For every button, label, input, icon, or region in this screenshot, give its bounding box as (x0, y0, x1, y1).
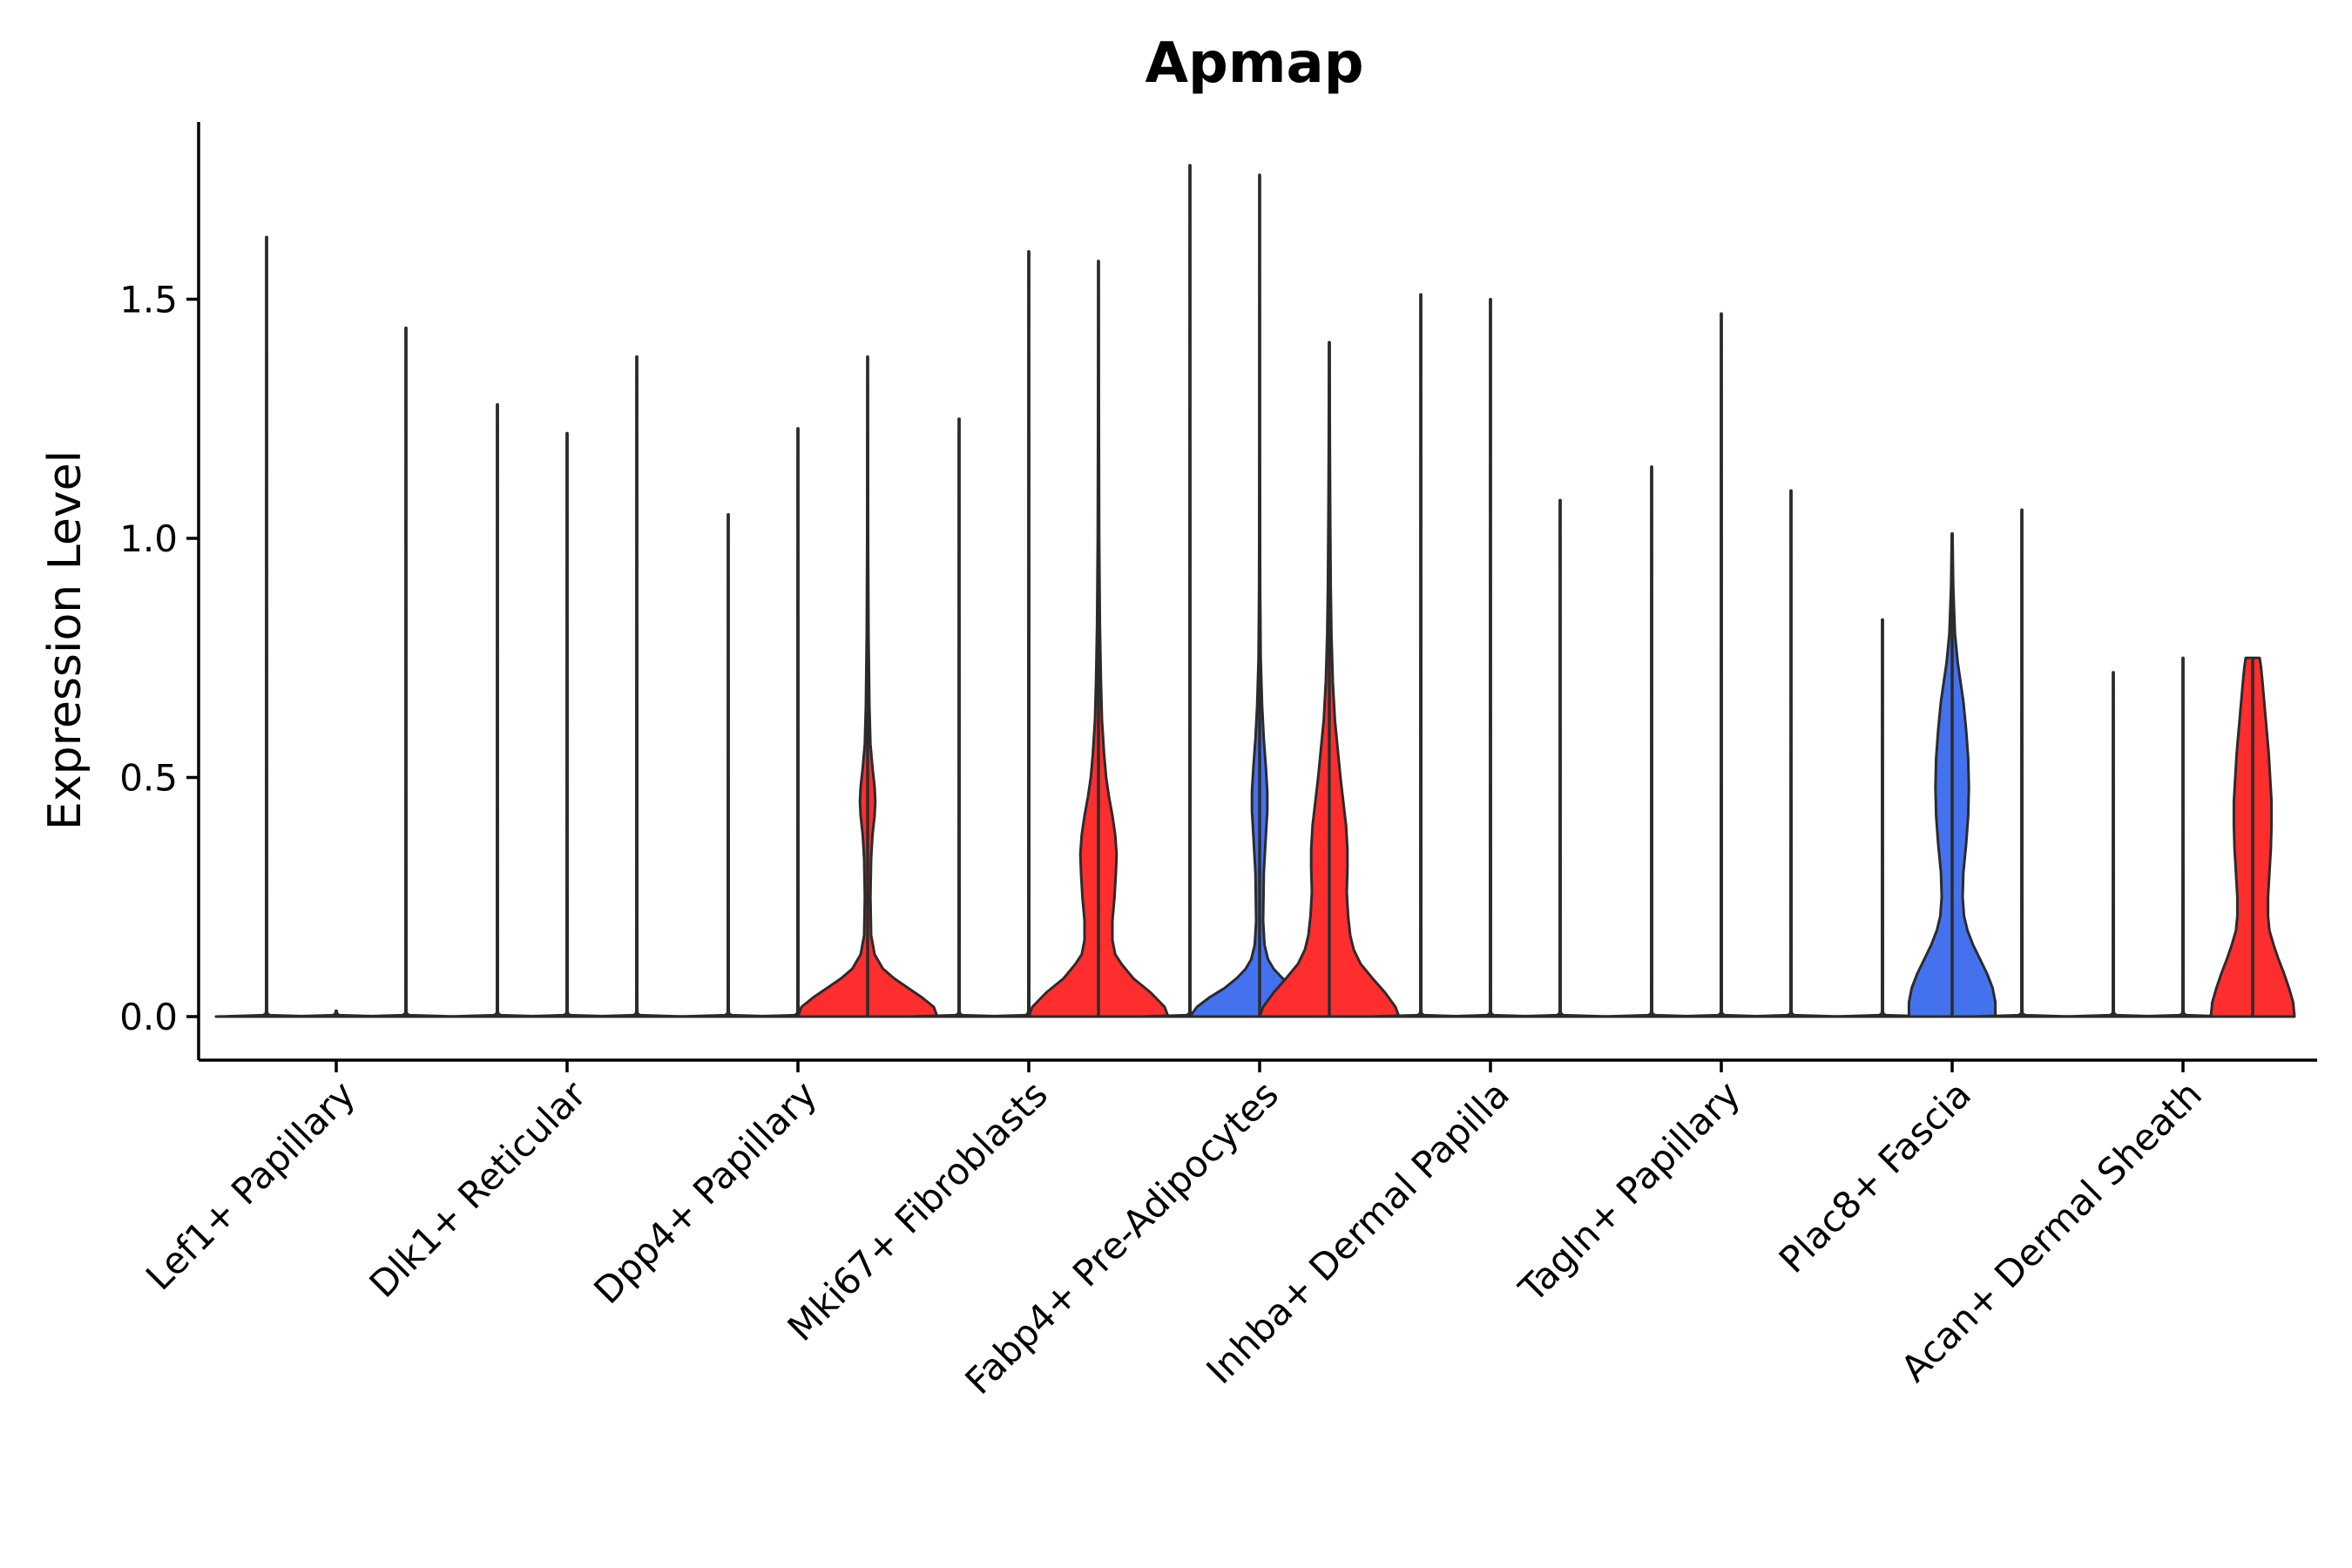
x-tick-label: Mki67+ Fibroblasts (780, 1072, 1056, 1348)
x-tick-label: Plac8+ Fascia (1771, 1072, 1979, 1281)
violin-group (676, 355, 939, 1018)
violin-group (907, 250, 1170, 1018)
chart-title: Apmap (1145, 31, 1363, 96)
violins-layer (214, 164, 2296, 1018)
x-tick-label: Dlk1+ Reticular (362, 1072, 595, 1306)
violin-empty (284, 1009, 389, 1018)
x-tick-label: Dpp4+ Papillary (585, 1072, 825, 1312)
violin-group (445, 355, 689, 1018)
x-tick-label: Lef1+ Papillary (138, 1072, 363, 1298)
x-tick-label: Tagln+ Papillary (1511, 1072, 1748, 1310)
y-tick-label: 1.5 (119, 279, 178, 321)
y-axis-label: Expression Level (39, 450, 91, 830)
violin-group (1599, 312, 1843, 1018)
y-tick-label: 1.0 (119, 517, 178, 560)
violin-group (214, 235, 458, 1018)
violin-group (2061, 656, 2296, 1018)
y-tick-label: 0.5 (119, 757, 178, 800)
axes-layer (197, 122, 2317, 1062)
y-axis-ticks: 0.0 0.5 1.0 1.5 (119, 279, 199, 1038)
violin-group (1369, 293, 1612, 1018)
y-tick-label: 0.0 (119, 996, 178, 1038)
violin-group (1830, 508, 2074, 1018)
violin-group (1138, 164, 1401, 1018)
